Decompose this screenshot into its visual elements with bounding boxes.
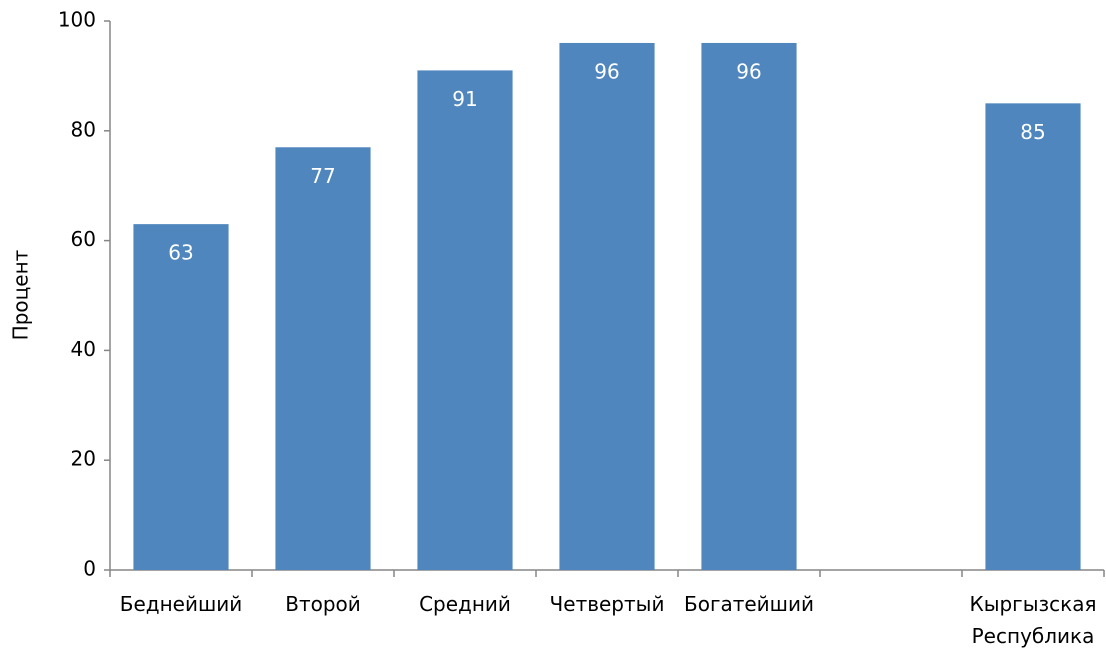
x-tick-label: Кыргызская Республика: [969, 592, 1097, 648]
y-tick-label: 80: [71, 117, 96, 141]
x-tick-label: Четвертый: [549, 592, 665, 616]
y-tick-label: 20: [71, 447, 96, 471]
bar: [133, 224, 229, 570]
x-tick-label: Средний: [419, 592, 511, 616]
data-label: 63: [168, 241, 193, 265]
data-label: 91: [452, 87, 477, 111]
y-tick-label: 100: [58, 8, 96, 32]
x-tick-label: Второй: [285, 592, 361, 616]
data-label: 77: [310, 164, 335, 188]
bar: [559, 42, 655, 570]
bar: [985, 103, 1081, 570]
x-tick-label: Беднейший: [119, 592, 243, 616]
y-tick-label: 0: [83, 557, 96, 581]
y-tick-label: 40: [71, 337, 96, 361]
bar: [275, 147, 371, 570]
y-axis-title: Процент: [9, 249, 33, 340]
y-tick-label: 60: [71, 227, 96, 251]
bar: [417, 70, 513, 570]
x-tick-label: Богатейший: [684, 592, 814, 616]
data-label: 96: [594, 59, 619, 83]
data-label: 96: [736, 59, 761, 83]
bar: [701, 42, 797, 570]
data-label: 85: [1020, 120, 1045, 144]
